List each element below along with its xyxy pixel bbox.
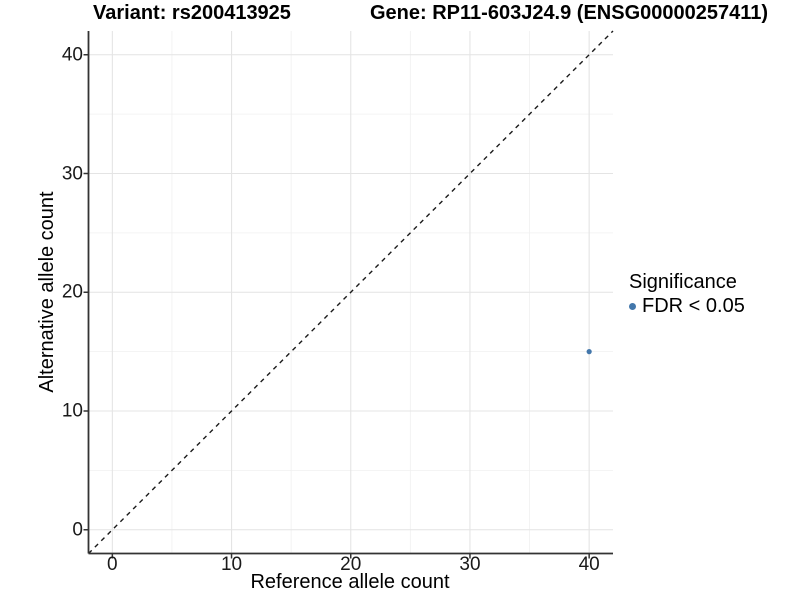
y-tick-label: 20 [61, 281, 83, 303]
plot-title-variant: Variant: rs200413925 [93, 2, 291, 24]
legend: Significance FDR < 0.05 [629, 271, 745, 317]
x-tick-label: 20 [340, 553, 362, 575]
y-tick-label: 40 [61, 44, 83, 66]
data-point [586, 349, 592, 355]
y-tick-label: 30 [61, 163, 83, 184]
legend-point-icon [629, 302, 636, 310]
x-tick-label: 0 [107, 553, 118, 575]
legend-item-label: FDR < 0.05 [642, 295, 745, 317]
legend-item: FDR < 0.05 [629, 295, 745, 317]
x-axis-label: Reference allele count [250, 571, 450, 593]
x-tick-label: 40 [578, 553, 600, 575]
y-tick-label: 0 [72, 519, 83, 541]
legend-title: Significance [629, 271, 737, 293]
identity-dashed-line [88, 30, 614, 554]
y-tick-label: 10 [61, 400, 83, 422]
plot-title-gene: Gene: RP11-603J24.9 (ENSG00000257411) [370, 2, 769, 24]
x-tick-label: 30 [459, 553, 481, 575]
x-tick-label: 10 [220, 553, 243, 575]
